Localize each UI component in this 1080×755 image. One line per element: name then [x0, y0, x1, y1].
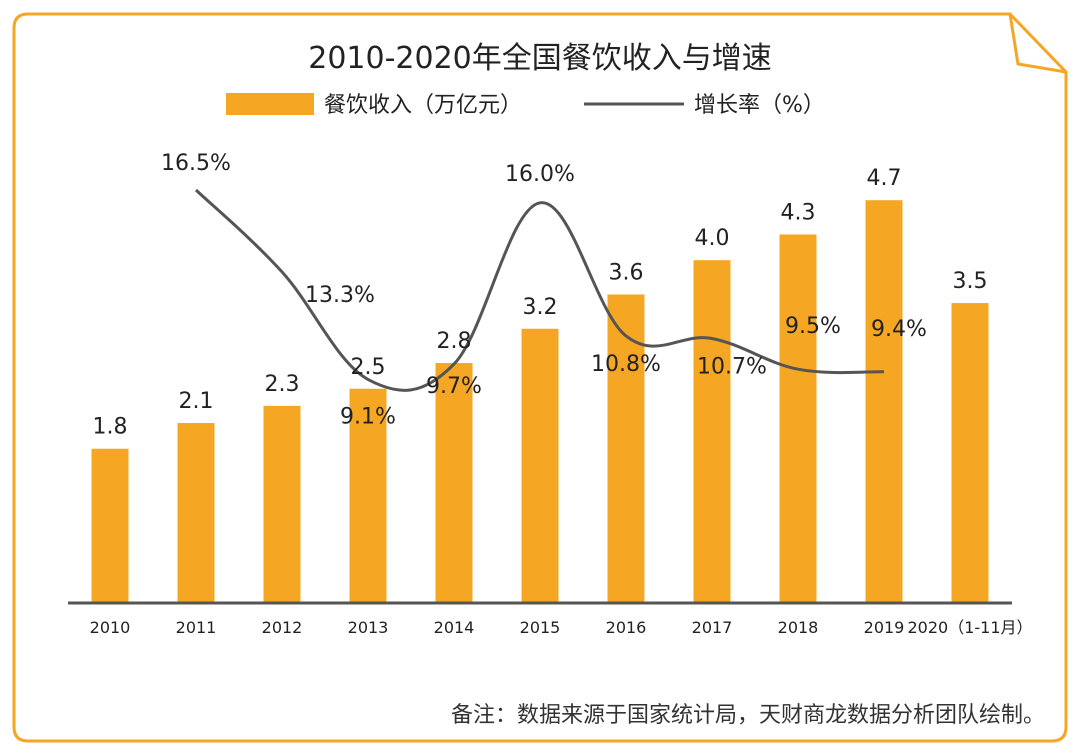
growth-value-label: 10.7%	[697, 354, 767, 379]
footnote: 备注：数据来源于国家统计局，天财商龙数据分析团队绘制。	[451, 703, 1045, 728]
bar-series	[91, 200, 989, 604]
bar-2011	[177, 423, 215, 603]
chart-title: 2010-2020年全国餐饮收入与增速	[308, 41, 772, 76]
x-tick-label: 2012	[262, 618, 303, 637]
bar-2012	[263, 405, 301, 603]
growth-value-label: 9.7%	[426, 374, 482, 399]
bar-value-label: 3.2	[523, 295, 558, 320]
x-tick-label: 2016	[606, 618, 647, 637]
growth-value-label: 9.5%	[785, 314, 841, 339]
line-series	[194, 188, 885, 392]
legend-label-bar: 餐饮收入（万亿元）	[324, 93, 522, 118]
growth-value-label: 13.3%	[305, 283, 375, 308]
legend-swatch-bar	[226, 93, 314, 115]
x-tick-label: 2010	[90, 618, 131, 637]
x-tick-label: 2019	[864, 618, 905, 637]
growth-value-label: 16.5%	[161, 151, 231, 176]
bar-2020	[951, 303, 989, 603]
bar-2013	[349, 388, 387, 603]
bar-value-label: 4.3	[781, 200, 816, 225]
bar-value-label: 2.1	[179, 389, 214, 414]
growth-value-label: 9.4%	[871, 317, 927, 342]
bar-2015	[521, 328, 559, 603]
bar-2019	[865, 200, 903, 603]
legend-label-line: 增长率（%）	[694, 93, 825, 118]
frame-fold	[1008, 13, 1067, 74]
growth-value-label: 16.0%	[505, 162, 575, 187]
bar-2010	[91, 448, 129, 603]
growth-value-label: 10.8%	[591, 352, 661, 377]
bar-2016	[607, 294, 645, 603]
chart-legend: 餐饮收入（万亿元） 增长率（%）	[226, 93, 825, 118]
bar-value-label: 2.3	[265, 372, 300, 397]
x-tick-label: 2015	[520, 618, 561, 637]
bar-value-label: 3.6	[609, 260, 644, 285]
x-tick-label: 2011	[176, 618, 217, 637]
x-tick-label: 2017	[692, 618, 733, 637]
bar-value-label: 4.0	[695, 226, 730, 251]
x-tick-label: 2014	[434, 618, 475, 637]
bar-value-label: 1.8	[93, 415, 128, 440]
bar-value-label: 4.7	[867, 166, 902, 191]
bar-2018	[779, 234, 817, 604]
x-tick-label: 2018	[778, 618, 819, 637]
x-tick-label: 2020（1-11月）	[907, 618, 1032, 637]
growth-line	[194, 188, 885, 392]
bar-value-label: 2.8	[437, 329, 472, 354]
growth-value-label: 9.1%	[340, 404, 396, 429]
bar-2017	[693, 260, 731, 603]
x-tick-label: 2013	[348, 618, 389, 637]
bar-2014	[435, 363, 473, 603]
x-axis: 2010 2011 2012 2013 2014 2015 2016 2017 2018 2019…	[68, 601, 1033, 637]
bar-value-label: 3.5	[953, 269, 988, 294]
data-labels: 1.8 2.1 2.3 2.5 2.8 3.2 3.6 4.0 4.3 4.7 3.5 16.5% 13…	[93, 151, 988, 440]
bar-value-label: 2.5	[351, 355, 386, 380]
